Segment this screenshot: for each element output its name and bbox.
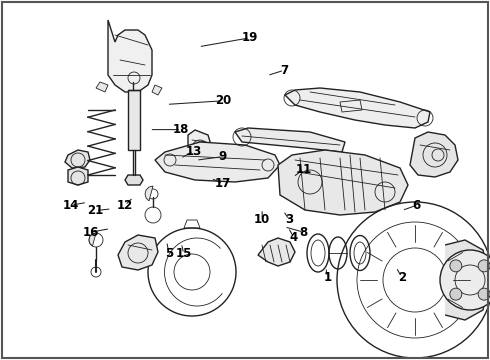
- Polygon shape: [188, 130, 212, 165]
- Polygon shape: [445, 240, 487, 320]
- Circle shape: [450, 260, 462, 272]
- Text: 11: 11: [295, 163, 312, 176]
- Polygon shape: [128, 90, 140, 150]
- Polygon shape: [65, 150, 90, 168]
- Text: 7: 7: [280, 64, 288, 77]
- Polygon shape: [410, 132, 458, 177]
- Polygon shape: [258, 238, 295, 266]
- Polygon shape: [89, 233, 96, 246]
- Circle shape: [478, 288, 490, 300]
- Circle shape: [450, 288, 462, 300]
- Text: 9: 9: [219, 150, 227, 163]
- Text: 14: 14: [63, 199, 79, 212]
- Polygon shape: [152, 85, 162, 95]
- Text: 15: 15: [175, 247, 192, 260]
- Text: 20: 20: [215, 94, 231, 107]
- Text: 8: 8: [300, 226, 308, 239]
- Text: 5: 5: [165, 247, 173, 260]
- Polygon shape: [96, 82, 108, 92]
- Polygon shape: [155, 142, 280, 182]
- Text: 18: 18: [173, 123, 190, 136]
- Text: 21: 21: [87, 204, 104, 217]
- Text: 10: 10: [254, 213, 270, 226]
- Polygon shape: [68, 167, 88, 185]
- Text: 3: 3: [285, 213, 293, 226]
- Text: 12: 12: [117, 199, 133, 212]
- Text: 4: 4: [290, 231, 298, 244]
- Text: 13: 13: [185, 145, 202, 158]
- Polygon shape: [118, 235, 158, 270]
- Polygon shape: [108, 20, 152, 92]
- Polygon shape: [278, 150, 408, 215]
- Text: 17: 17: [215, 177, 231, 190]
- Text: 1: 1: [323, 271, 331, 284]
- Polygon shape: [285, 88, 430, 128]
- Text: 6: 6: [413, 199, 420, 212]
- Circle shape: [478, 260, 490, 272]
- Polygon shape: [235, 128, 345, 152]
- Polygon shape: [145, 186, 153, 201]
- Text: 19: 19: [242, 31, 258, 44]
- Polygon shape: [125, 175, 143, 185]
- Text: 16: 16: [82, 226, 99, 239]
- Text: 2: 2: [398, 271, 406, 284]
- Circle shape: [440, 250, 490, 310]
